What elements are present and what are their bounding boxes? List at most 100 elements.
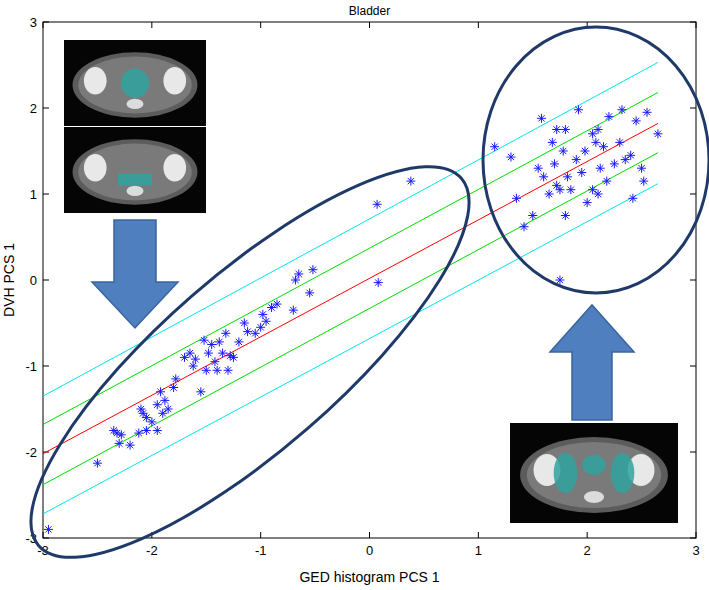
point [621, 155, 630, 164]
point [580, 147, 589, 156]
y-tick [690, 452, 696, 453]
point-glyph [215, 337, 224, 346]
point [126, 441, 135, 450]
point [200, 336, 209, 345]
point-glyph [153, 426, 162, 435]
point [373, 200, 382, 209]
y-tick-label: -1 [25, 359, 37, 374]
point [615, 138, 624, 147]
y-tick [690, 22, 696, 23]
point [224, 366, 233, 375]
y-tick-label: 3 [30, 15, 37, 30]
point-glyph [574, 105, 583, 114]
x-tick [43, 532, 44, 538]
point-glyph [153, 400, 162, 409]
point [305, 288, 314, 297]
point [153, 426, 162, 435]
point [539, 172, 548, 181]
ct-body [527, 442, 661, 508]
x-tick-label: 2 [584, 543, 591, 558]
point-glyph [272, 300, 281, 309]
point [156, 387, 165, 396]
point-glyph [210, 357, 219, 366]
point [180, 353, 189, 362]
point [628, 194, 637, 203]
x-tick [696, 532, 697, 538]
point-glyph [555, 185, 564, 194]
point-glyph [207, 340, 216, 349]
ct-body [73, 139, 198, 204]
point [643, 108, 652, 117]
point-glyph [621, 155, 630, 164]
point [374, 278, 383, 287]
x-tick-label: 3 [692, 543, 699, 558]
point [639, 177, 648, 186]
point-glyph [117, 430, 126, 439]
ct-region [611, 453, 635, 493]
point-glyph [577, 168, 586, 177]
point-glyph [164, 405, 173, 414]
point-glyph [169, 383, 178, 392]
point [134, 429, 143, 438]
cluster-ellipse [0, 112, 519, 590]
point-glyph [240, 319, 249, 328]
point-glyph [158, 409, 167, 418]
point-glyph [528, 211, 537, 220]
point [602, 177, 611, 186]
ct-background [64, 40, 206, 126]
x-tick [151, 22, 152, 28]
x-tick-label: -2 [146, 543, 158, 558]
point-glyph [594, 190, 603, 199]
point-glyph [563, 172, 572, 181]
point [308, 265, 317, 274]
ct-bone [84, 67, 107, 95]
y-tick [43, 108, 49, 109]
point [545, 190, 554, 199]
y-tick [690, 366, 696, 367]
point [218, 349, 227, 358]
point-glyph [171, 374, 180, 383]
point-glyph [294, 269, 303, 278]
point [561, 211, 570, 220]
point-glyph [204, 349, 213, 358]
point-glyph [628, 194, 637, 203]
point-glyph [289, 306, 298, 315]
point-glyph [552, 125, 561, 134]
point-glyph [602, 177, 611, 186]
point-glyph [406, 177, 415, 186]
point-glyph [591, 138, 600, 147]
point-glyph [142, 413, 151, 422]
point [563, 172, 572, 181]
point-glyph [537, 114, 546, 123]
point [164, 405, 173, 414]
ct-background [510, 423, 678, 523]
point [294, 269, 303, 278]
x-tick [369, 532, 370, 538]
point-glyph [234, 337, 243, 346]
point [552, 125, 561, 134]
point-glyph [572, 155, 581, 164]
y-tick [690, 538, 696, 539]
y-tick-label: 2 [30, 101, 37, 116]
y-tick [690, 280, 696, 281]
point-glyph [583, 198, 592, 207]
ct-region [118, 174, 152, 186]
point-glyph [653, 129, 662, 138]
ct-image [510, 423, 678, 523]
point-glyph [512, 194, 521, 203]
point-glyph [550, 159, 559, 168]
point [596, 164, 605, 173]
point-glyph [596, 164, 605, 173]
y-tick-label: -2 [25, 445, 37, 460]
point [566, 185, 575, 194]
point [234, 337, 243, 346]
y-tick [43, 538, 49, 539]
ct-region [582, 455, 606, 475]
point-glyph [580, 147, 589, 156]
point [262, 317, 271, 326]
chart: -3-2-10123-3-2-10123BladderGED histogram… [0, 0, 709, 590]
point-glyph [142, 426, 151, 435]
point [588, 185, 597, 194]
point [272, 300, 281, 309]
y-tick [43, 194, 49, 195]
